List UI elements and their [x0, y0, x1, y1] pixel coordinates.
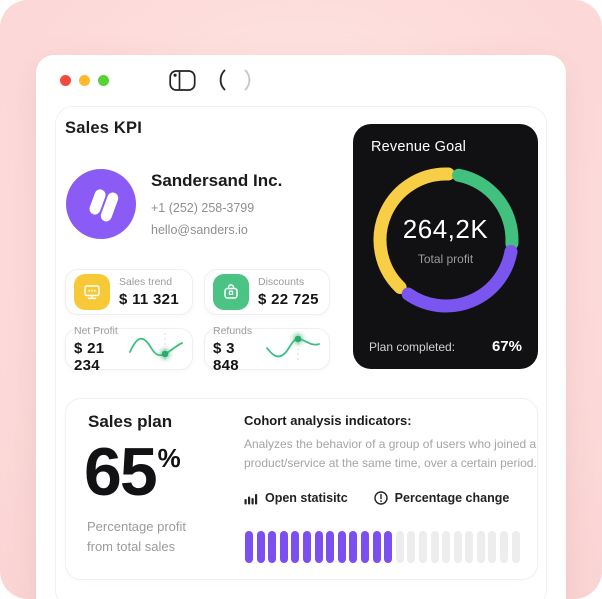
company-phone: +1 (252) 258-3799 — [151, 201, 255, 215]
plan-completed-value: 67% — [491, 338, 522, 355]
kpi-value: $ 11 321 — [119, 291, 179, 308]
dashboard-panel: Sales KPI Sandersand Inc. +1 (252) 258-3… — [55, 106, 547, 599]
donut-segment-purple — [401, 244, 518, 313]
bar-filled — [384, 531, 393, 563]
open-statistic-button[interactable]: Open statisitc — [244, 491, 348, 505]
kpi-value: $ 21 234 — [74, 339, 105, 374]
company-info: Sandersand Inc. +1 (252) 258-3799 hello@… — [151, 171, 282, 237]
bar-filled — [372, 531, 381, 563]
percentage-change-label: Percentage change — [394, 491, 510, 505]
bar-empty — [488, 531, 497, 563]
browser-nav — [169, 69, 256, 92]
plan-completed-row: Plan completed: 67% — [369, 338, 522, 355]
bar-filled — [268, 531, 277, 563]
minimize-window-icon[interactable] — [79, 74, 90, 86]
bar-filled — [360, 531, 369, 563]
back-icon[interactable] — [214, 69, 226, 91]
bar-filled — [256, 531, 265, 563]
revenue-donut-chart — [366, 160, 526, 320]
close-window-icon[interactable] — [60, 74, 71, 86]
browser-window: Sales KPI Sandersand Inc. +1 (252) 258-3… — [36, 55, 566, 599]
bar-empty — [395, 531, 404, 563]
zoom-window-icon[interactable] — [98, 74, 109, 86]
forward-icon[interactable] — [244, 69, 256, 91]
sales-plan-caption: Percentage profit from total sales — [87, 519, 187, 555]
kpi-label: Refunds — [213, 324, 253, 337]
bar-filled — [291, 531, 300, 563]
sparkline — [265, 330, 321, 369]
bar-filled — [337, 531, 346, 563]
bar-filled — [314, 531, 323, 563]
company-avatar — [66, 169, 136, 239]
percentage-change-button[interactable]: Percentage change — [373, 491, 510, 505]
bar-empty — [500, 531, 509, 563]
donut-segment-yellow — [373, 167, 455, 294]
bar-empty — [442, 531, 451, 563]
bar-filled — [245, 531, 253, 563]
alert-circle-icon — [373, 491, 388, 505]
percent-sign: % — [157, 443, 181, 473]
kpi-label: Discounts — [258, 276, 305, 288]
briefcase-icon — [213, 274, 249, 310]
sales-plan-percent: 65% — [84, 433, 181, 511]
kpi-card-refunds[interactable]: Refunds $ 3 848 — [204, 324, 330, 374]
donut-segment-green — [452, 168, 519, 250]
bar-filled — [302, 531, 311, 563]
kpi-value: $ 3 848 — [213, 339, 239, 374]
bar-filled — [279, 531, 288, 563]
revenue-goal-card: Revenue Goal 264,2K Total profit Plan co… — [353, 124, 538, 369]
cohort-bars-chart — [245, 531, 520, 563]
kpi-card-net-profit[interactable]: Net Profit $ 21 234 — [65, 324, 193, 374]
sparkline — [128, 330, 184, 369]
bar-empty — [511, 531, 520, 563]
window-titlebar — [36, 55, 566, 105]
cohort-actions: Open statisitc Percentage change — [244, 491, 509, 505]
kpi-label: Sales trend — [119, 276, 173, 288]
open-statistic-label: Open statisitc — [265, 491, 348, 505]
cohort-description: Analyzes the behavior of a group of user… — [244, 437, 537, 471]
bar-filled — [326, 531, 335, 563]
bar-empty — [430, 531, 439, 563]
company-email: hello@sanders.io — [151, 223, 248, 237]
kpi-label: Net Profit — [74, 324, 118, 337]
sales-plan-card: Sales plan 65% Percentage profit from to… — [65, 398, 538, 580]
kpi-card-discounts[interactable]: Discounts $ 22 725 — [204, 269, 330, 315]
kpi-value: $ 22 725 — [258, 291, 319, 308]
bar-empty — [476, 531, 485, 563]
bar-empty — [465, 531, 474, 563]
plan-completed-label: Plan completed: — [369, 340, 456, 354]
traffic-lights — [60, 74, 109, 86]
percent-number: 65 — [84, 434, 158, 510]
company-name: Sandersand Inc. — [151, 171, 283, 190]
bar-filled — [349, 531, 358, 563]
cohort-heading: Cohort analysis indicators: — [244, 413, 412, 428]
bar-empty — [453, 531, 462, 563]
kpi-card-sales-trend[interactable]: Sales trend $ 11 321 — [65, 269, 193, 315]
bar-empty — [418, 531, 427, 563]
bar-empty — [407, 531, 416, 563]
sales-plan-title: Sales plan — [88, 412, 173, 431]
revenue-goal-title: Revenue Goal — [371, 139, 467, 155]
monitor-icon — [74, 274, 110, 310]
sidebar-toggle-icon[interactable] — [169, 69, 196, 92]
page-title: Sales KPI — [65, 119, 143, 137]
bar-chart-icon — [244, 492, 258, 505]
